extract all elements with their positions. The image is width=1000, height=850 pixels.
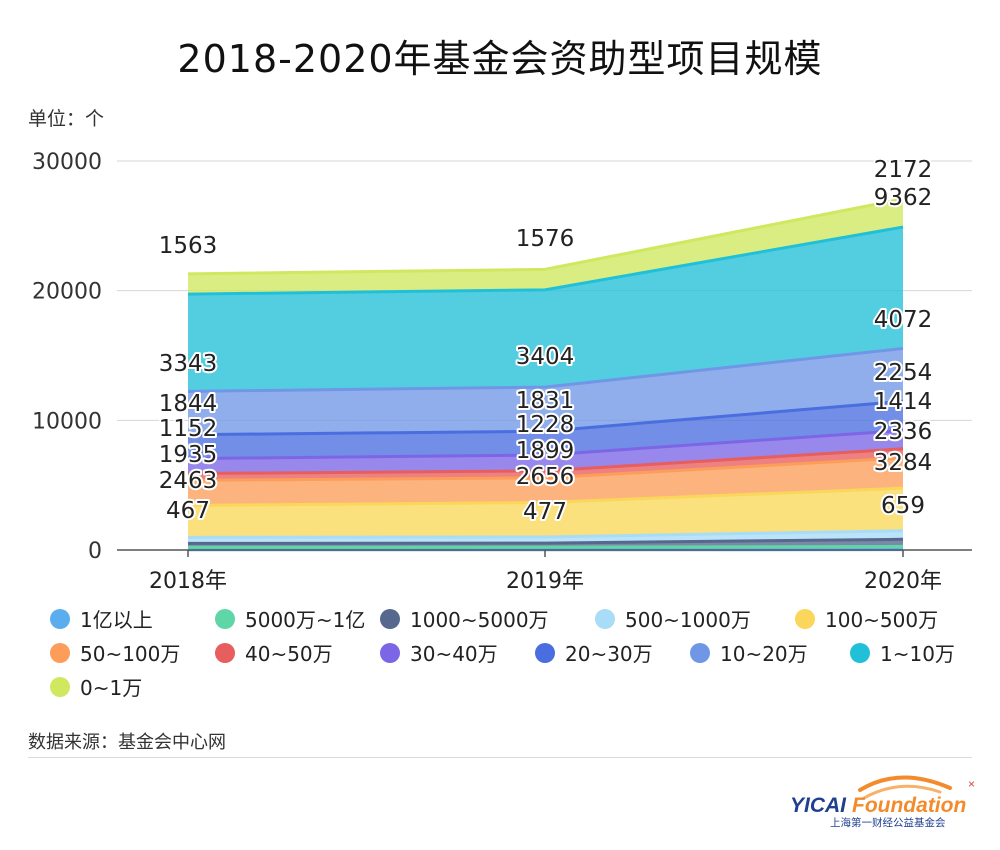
data-label: 1899 bbox=[516, 438, 575, 464]
legend-label: 20~30万 bbox=[565, 642, 653, 666]
data-label: 1576 bbox=[516, 226, 575, 252]
series-line-3 bbox=[187, 529, 904, 539]
data-label: 3343 bbox=[159, 351, 218, 377]
legend-label: 5000万~1亿 bbox=[245, 608, 366, 632]
legend-swatch-icon bbox=[215, 642, 235, 663]
data-label: 2336 bbox=[874, 419, 933, 445]
legend-label: 0~1万 bbox=[80, 676, 143, 700]
svg-text:Foundation: Foundation bbox=[852, 794, 966, 817]
footer-divider bbox=[28, 757, 972, 758]
legend-swatch-icon bbox=[595, 608, 615, 629]
data-label: 1563 bbox=[159, 233, 218, 259]
legend-item[interactable]: 10~20万 bbox=[690, 638, 808, 667]
legend-label: 10~20万 bbox=[720, 642, 808, 666]
data-label: 1844 bbox=[159, 391, 218, 417]
data-label: 2656 bbox=[516, 464, 575, 490]
series-line-6 bbox=[187, 447, 904, 476]
area-5 bbox=[188, 457, 903, 506]
series-line-1 bbox=[187, 544, 904, 549]
x-tick-label: 2018年 bbox=[149, 569, 227, 594]
svg-text:YICAI: YICAI bbox=[790, 794, 847, 817]
legend-item[interactable]: 500~1000万 bbox=[595, 604, 751, 633]
legend-swatch-icon bbox=[535, 642, 555, 663]
y-tick-label: 30000 bbox=[32, 150, 102, 175]
chart-title: 2018-2020年基金会资助型项目规模 bbox=[177, 37, 823, 81]
legend-label: 500~1000万 bbox=[625, 608, 751, 632]
legend-swatch-icon bbox=[850, 642, 870, 663]
y-tick-label: 20000 bbox=[32, 280, 102, 305]
series-line-10 bbox=[187, 225, 904, 296]
data-source: 数据来源：基金会中心网 bbox=[28, 732, 226, 753]
legend-label: 1000~5000万 bbox=[410, 608, 549, 632]
legend-item[interactable]: 20~30万 bbox=[535, 638, 653, 667]
area-11 bbox=[188, 198, 903, 295]
legend-label: 1~10万 bbox=[880, 642, 955, 666]
legend-item[interactable]: 0~1万 bbox=[50, 672, 142, 701]
data-label: 477 bbox=[523, 499, 567, 525]
area-8 bbox=[188, 401, 903, 459]
legend-label: 40~50万 bbox=[245, 642, 333, 666]
legend-label: 100~500万 bbox=[825, 608, 939, 632]
legend-label: 50~100万 bbox=[80, 642, 181, 666]
legend-item[interactable]: 1亿以上 bbox=[50, 604, 153, 633]
legend-item[interactable]: 1~10万 bbox=[850, 638, 955, 667]
data-label: 2254 bbox=[874, 360, 933, 386]
yicai-foundation-logo: × YICAI Foundation 上海第一财经公益基金会 bbox=[790, 775, 975, 829]
series-line-2 bbox=[187, 537, 904, 545]
data-label: 1831 bbox=[516, 388, 575, 414]
series-line-7 bbox=[187, 428, 904, 461]
legend-item[interactable]: 30~40万 bbox=[380, 638, 498, 667]
data-label: 1152 bbox=[159, 416, 218, 442]
area-9 bbox=[188, 348, 903, 435]
series-line-5 bbox=[187, 456, 904, 482]
area-7 bbox=[188, 430, 903, 474]
axes: 0 10000 20000 30000 2018年 2019年 2020年 bbox=[32, 150, 972, 594]
legend-swatch-icon bbox=[380, 608, 400, 629]
legend-item[interactable]: 100~500万 bbox=[795, 604, 938, 633]
y-tick-label: 10000 bbox=[32, 409, 102, 434]
x-tick-label: 2020年 bbox=[864, 569, 942, 594]
data-label: 1414 bbox=[874, 389, 933, 415]
series-line-9 bbox=[187, 346, 904, 393]
svg-text:上海第一财经公益基金会: 上海第一财经公益基金会 bbox=[830, 816, 946, 829]
area-10 bbox=[188, 227, 903, 392]
svg-text:×: × bbox=[968, 777, 975, 791]
legend-label: 30~40万 bbox=[410, 642, 498, 666]
unit-label: 单位：个 bbox=[28, 108, 105, 130]
data-label: 3404 bbox=[516, 344, 575, 370]
legend-swatch-icon bbox=[690, 642, 710, 663]
legend-item[interactable]: 50~100万 bbox=[50, 638, 180, 667]
data-label: 2463 bbox=[159, 468, 218, 494]
legend-swatch-icon bbox=[795, 608, 815, 629]
legend-swatch-icon bbox=[50, 608, 70, 629]
series-line-8 bbox=[187, 399, 904, 437]
data-label: 1228 bbox=[516, 412, 575, 438]
data-label: 4072 bbox=[874, 307, 933, 333]
area-4 bbox=[188, 488, 903, 538]
series-line-4 bbox=[187, 486, 904, 507]
data-label: 659 bbox=[881, 493, 925, 519]
legend-label: 1亿以上 bbox=[80, 608, 153, 632]
x-tick-label: 2019年 bbox=[506, 569, 584, 594]
data-label: 467 bbox=[166, 498, 210, 524]
data-label: 2172 bbox=[874, 157, 933, 183]
legend-swatch-icon bbox=[380, 642, 400, 663]
data-label: 3284 bbox=[874, 450, 933, 476]
legend-item[interactable]: 40~50万 bbox=[215, 638, 333, 667]
legend-swatch-icon bbox=[50, 676, 70, 697]
y-tick-label: 0 bbox=[88, 539, 102, 564]
legend-swatch-icon bbox=[215, 608, 235, 629]
series-line-11 bbox=[187, 197, 904, 276]
legend-item[interactable]: 5000万~1亿 bbox=[215, 604, 365, 633]
legend-item[interactable]: 1000~5000万 bbox=[380, 604, 549, 633]
data-label: 9362 bbox=[874, 185, 933, 211]
data-label: 1935 bbox=[159, 442, 218, 468]
legend-swatch-icon bbox=[50, 642, 70, 663]
